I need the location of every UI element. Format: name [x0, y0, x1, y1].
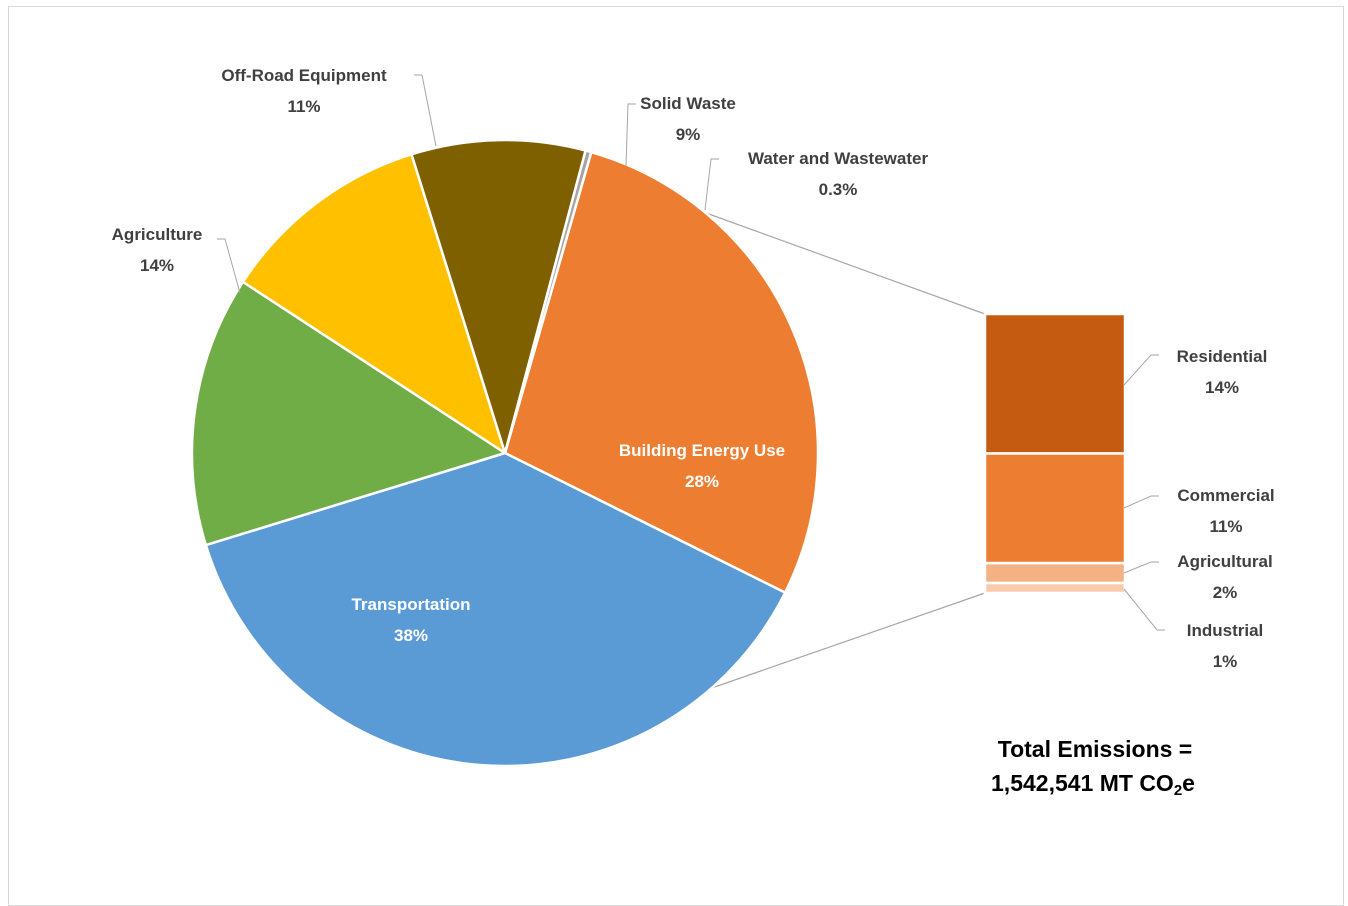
- leader-lines: [217, 74, 1165, 631]
- label-industrial-name: Industrial: [1187, 621, 1264, 640]
- label-solid-waste-value: 9%: [676, 125, 701, 144]
- label-agriculture-value: 14%: [140, 256, 174, 275]
- pie-slice-agriculture: [190, 280, 507, 547]
- leader-commercial: [1123, 495, 1159, 509]
- bar-segment-residential: [983, 312, 1127, 455]
- label-transportation-value: 38%: [394, 626, 428, 645]
- pie-slice-solid-waste: [410, 138, 587, 455]
- leader-industrial: [1123, 588, 1165, 631]
- total-emissions-suffix: e: [1182, 770, 1195, 796]
- total-emissions-line2: 1,542,541 MT CO2e: [991, 770, 1195, 799]
- leader-solid-waste: [625, 103, 636, 167]
- label-agricultural-value: 2%: [1213, 583, 1238, 602]
- label-transportation-name: Transportation: [351, 595, 470, 614]
- bar-segment-commercial: [983, 452, 1127, 565]
- label-water-name: Water and Wastewater: [748, 149, 929, 168]
- label-industrial-value: 1%: [1213, 652, 1238, 671]
- pie-slice-transportation: [204, 451, 787, 768]
- label-residential-name: Residential: [1177, 347, 1268, 366]
- connector-lines: [705, 212, 986, 691]
- connector-top: [705, 212, 986, 315]
- pie-slice-off-road-equipment: [241, 153, 507, 455]
- leader-off-road: [414, 74, 437, 147]
- breakdown-stack: [983, 312, 1127, 595]
- connector-bottom: [705, 592, 986, 691]
- label-commercial-name: Commercial: [1177, 486, 1274, 505]
- label-water-value: 0.3%: [819, 180, 858, 199]
- total-emissions-line1: Total Emissions =: [998, 736, 1193, 762]
- label-solid-waste-name: Solid Waste: [640, 94, 736, 113]
- total-emissions-subscript: 2: [1174, 782, 1182, 799]
- bar-of-pie-chart: Building Energy Use 28% Transportation 3…: [112, 66, 1275, 799]
- leader-residential: [1123, 354, 1159, 386]
- label-building-energy-name: Building Energy Use: [619, 441, 785, 460]
- label-off-road-value: 11%: [287, 97, 320, 116]
- label-building-energy-value: 28%: [685, 472, 719, 491]
- pie-slices: [190, 138, 820, 768]
- label-agriculture-name: Agriculture: [112, 225, 203, 244]
- leader-water: [704, 158, 719, 211]
- label-commercial-value: 11%: [1209, 517, 1242, 536]
- label-off-road-name: Off-Road Equipment: [221, 66, 387, 85]
- pie-slice-building-energy-use: [503, 150, 820, 594]
- bar-segment-industrial: [983, 581, 1127, 595]
- bar-segment-agricultural: [983, 561, 1127, 585]
- label-agricultural-name: Agricultural: [1177, 552, 1272, 571]
- total-emissions-value: 1,542,541 MT CO: [991, 770, 1174, 796]
- leader-agricultural: [1123, 561, 1159, 574]
- leader-agriculture: [217, 238, 241, 294]
- pie-slice-water-and-wastewater: [503, 149, 593, 455]
- label-residential-value: 14%: [1205, 378, 1239, 397]
